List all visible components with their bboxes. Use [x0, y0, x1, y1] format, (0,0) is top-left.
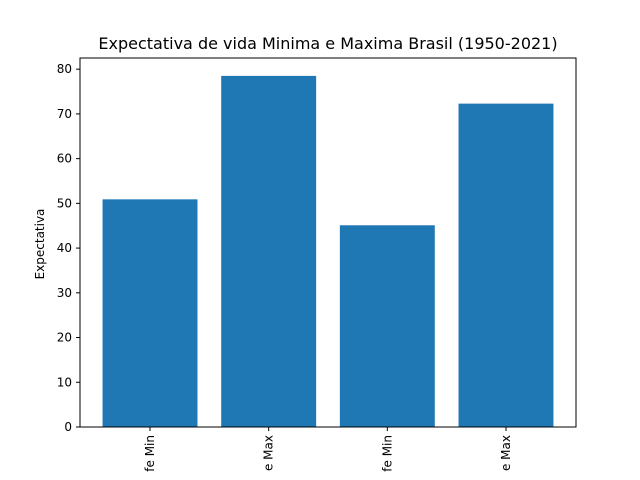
y-tick-label-7: 70	[57, 107, 72, 121]
bars-group	[102, 75, 554, 428]
y-tick-label-5: 50	[57, 196, 72, 210]
y-tick-label-6: 60	[57, 152, 72, 166]
y-tick-label-2: 20	[57, 331, 72, 345]
x-tick-label-3: e Max	[499, 435, 513, 471]
y-tick-label-3: 30	[57, 286, 72, 300]
bar-3	[458, 103, 554, 427]
y-tick-label-0: 0	[64, 420, 72, 434]
x-tick-label-2: fe Min	[380, 435, 394, 472]
plot-frame	[79, 57, 577, 428]
y-axis-label: Expectativa	[33, 209, 47, 280]
x-ticks-group: fe Min e Max fe Min e Max	[143, 427, 513, 472]
x-tick-label-0: fe Min	[143, 435, 157, 472]
y-tick-label-4: 40	[57, 241, 72, 255]
chart-title: Expectativa de vida Minima e Maxima Bras…	[98, 34, 557, 53]
y-ticks-group: 0 10 20 30 40 50 60 70 80	[57, 62, 80, 434]
y-tick-label-8: 80	[57, 62, 72, 76]
y-tick-label-1: 10	[57, 375, 72, 389]
bar-0	[102, 199, 198, 427]
bar-1	[221, 75, 317, 428]
x-tick-label-1: e Max	[262, 435, 276, 471]
bar-2	[339, 225, 435, 427]
